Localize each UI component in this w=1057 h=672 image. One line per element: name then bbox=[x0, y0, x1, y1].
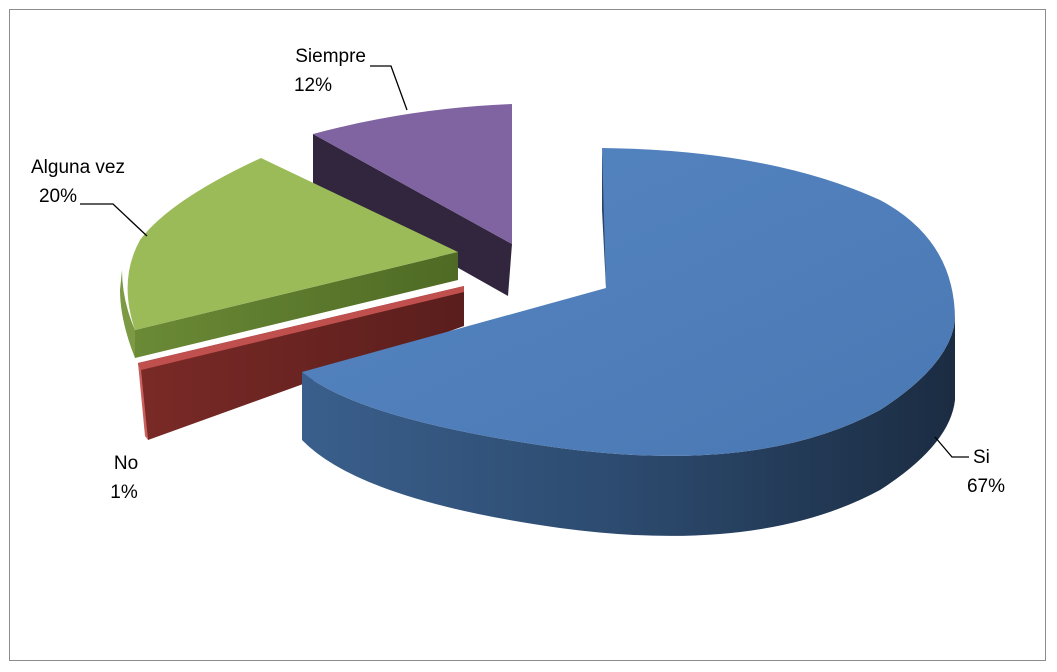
leader-line-alguna-vez bbox=[80, 203, 148, 237]
slice-alguna-vez bbox=[120, 158, 458, 358]
label-siempre-name: Siempre bbox=[295, 46, 366, 67]
slice-no bbox=[138, 286, 464, 440]
label-alguna-vez-name: Alguna vez bbox=[31, 157, 125, 178]
slice-si bbox=[302, 148, 955, 536]
label-no-value: 1% bbox=[110, 482, 138, 503]
label-si-name: Si bbox=[973, 447, 990, 468]
label-no-name: No bbox=[114, 453, 138, 474]
label-alguna-vez-value: 20% bbox=[39, 186, 77, 207]
slice-siempre bbox=[313, 104, 512, 296]
label-siempre-value: 12% bbox=[294, 75, 332, 96]
leader-line-siempre bbox=[370, 65, 408, 111]
leader-line-si bbox=[934, 436, 969, 458]
label-si-value: 67% bbox=[967, 476, 1005, 497]
